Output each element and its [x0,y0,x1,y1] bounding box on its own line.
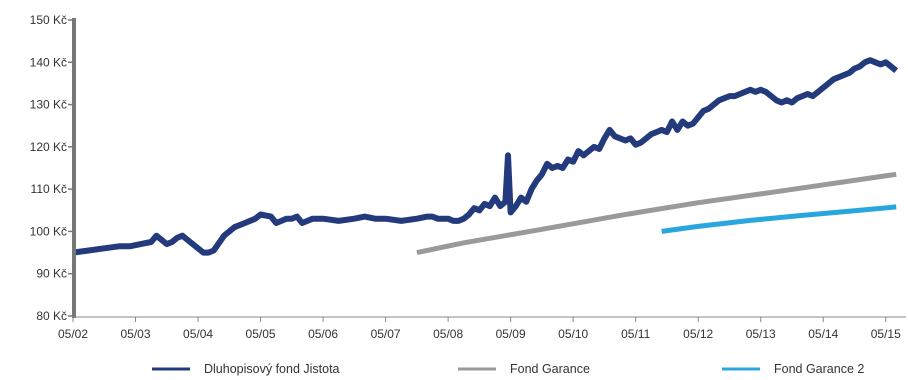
y-tick-label: 120 Kč [30,140,67,154]
x-tick-label: 05/08 [433,327,463,341]
y-tick-label: 130 Kč [30,98,67,112]
x-tick-label: 05/02 [58,327,88,341]
y-tick-label: 110 Kč [31,182,67,196]
series-line-3 [661,204,897,234]
legend-label-1: Dluhopisový fond Jistota [204,362,340,376]
x-tick-label: 05/04 [183,327,213,341]
legend-label-2: Fond Garance [510,362,590,376]
x-tick-label: 05/03 [121,327,151,341]
y-axis-ticks: 80 Kč 90 Kč 100 Kč 110 Kč 120 Kč 130 Kč 140 Kč… [30,13,74,323]
axes [72,18,906,318]
x-tick-label: 05/15 [871,327,901,341]
x-tick-label: 05/11 [621,327,650,341]
series-line-2 [416,171,897,256]
x-tick-label: 05/14 [808,327,838,341]
y-tick-label: 100 Kč [30,224,67,238]
y-tick-label: 80 Kč [36,309,67,323]
legend: Dluhopisový fond Jistota Fond Garance Fond… [152,362,864,376]
legend-label-3: Fond Garance 2 [774,362,864,376]
y-tick-label: 140 Kč [30,55,67,69]
x-tick-label: 05/12 [683,327,713,341]
x-axis-ticks: 05/02 05/03 05/04 05/05 05/06 05/07 05/08 05/09… [58,317,901,341]
series-layer [72,57,899,256]
y-tick-label: 150 Kč [30,13,67,27]
x-tick-label: 05/10 [558,327,588,341]
x-tick-label: 05/09 [496,327,526,341]
y-tick-label: 90 Kč [36,267,67,281]
x-tick-label: 05/13 [746,327,776,341]
series-line-1 [72,57,899,256]
x-tick-label: 05/06 [308,327,338,341]
x-tick-label: 05/07 [371,327,401,341]
x-tick-label: 05/05 [246,327,276,341]
